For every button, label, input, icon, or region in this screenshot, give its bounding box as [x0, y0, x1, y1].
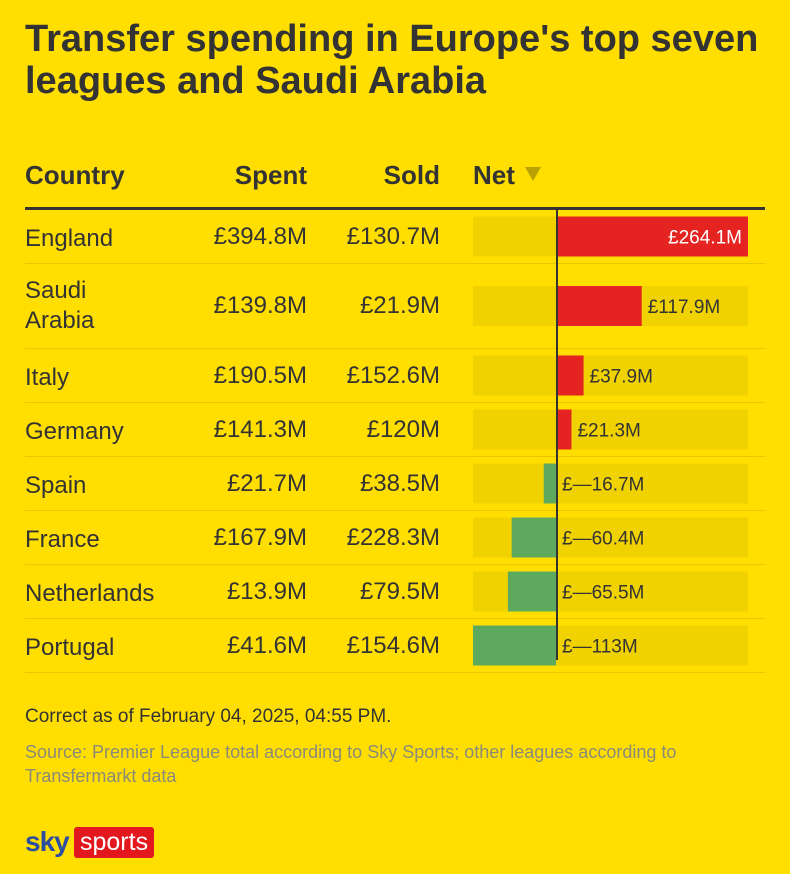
net-bar-chart: £—65.5M: [473, 571, 748, 612]
net-bar-chart: £37.9M: [473, 355, 748, 396]
cell-country: Spain: [25, 472, 87, 499]
source-note: Source: Premier League total according t…: [25, 742, 677, 786]
cell-spent: £141.3M: [213, 415, 307, 443]
column-header-net-label: Net: [473, 160, 515, 190]
net-value-label: £117.9M: [648, 297, 721, 318]
net-bar-track: [473, 463, 748, 504]
net-bar: [511, 517, 556, 558]
net-bar-chart: £264.1M: [473, 216, 748, 257]
net-value-label: £—60.4M: [562, 529, 644, 550]
table-row: France £167.9M £228.3M £—60.4M: [25, 511, 765, 565]
cell-country: Italy: [25, 364, 70, 391]
cell-spent: £41.6M: [226, 631, 307, 659]
column-header-spent[interactable]: Spent: [234, 160, 307, 190]
cell-country: Saudi Arabia: [25, 277, 95, 334]
cell-sold: £154.6M: [346, 631, 440, 659]
net-bar-chart: £—16.7M: [473, 463, 748, 504]
net-value-label: £—113M: [562, 637, 638, 658]
net-bar: [556, 355, 584, 396]
cell-country: Portugal: [25, 634, 115, 661]
net-bar-track: [473, 409, 748, 450]
table-row: Portugal £41.6M £154.6M £—113M: [25, 619, 765, 673]
cell-sold: £130.7M: [346, 222, 440, 250]
net-value-label: £37.9M: [590, 367, 653, 388]
cell-country: England: [25, 225, 114, 252]
triangle-down-icon[interactable]: [524, 167, 541, 181]
net-zero-axis: [556, 207, 558, 660]
transfer-table: Country Spent Sold Net England £394.8M £13…: [25, 150, 765, 673]
table-row: Saudi Arabia £139.8M £21.9M £117.9M: [25, 264, 765, 349]
table-row: England £394.8M £130.7M £264.1M: [25, 210, 765, 264]
net-bar: [507, 571, 556, 612]
cell-spent: £139.8M: [213, 292, 307, 319]
cell-spent: £21.7M: [226, 469, 307, 497]
net-bar-track: [473, 355, 748, 396]
net-bar: [556, 286, 642, 326]
logo-sky-text: sky: [25, 826, 70, 857]
net-value-label: £—65.5M: [562, 583, 644, 604]
net-bar: [556, 409, 572, 450]
table-row: Netherlands £13.9M £79.5M £—65.5M: [25, 565, 765, 619]
table-header: Country Spent Sold Net: [25, 150, 765, 210]
logo-sports-text: sports: [74, 827, 155, 858]
net-bar-chart: £—60.4M: [473, 517, 748, 558]
cell-sold: £120M: [366, 415, 440, 443]
cell-country: Netherlands: [25, 580, 155, 607]
column-header-net[interactable]: Net: [473, 160, 541, 191]
cell-sold: £38.5M: [359, 469, 440, 497]
net-bar-chart: £21.3M: [473, 409, 748, 450]
cell-sold: £79.5M: [359, 577, 440, 605]
net-value-label: £21.3M: [577, 421, 640, 442]
net-value-label: £—16.7M: [562, 475, 644, 496]
cell-country: Germany: [25, 418, 124, 445]
cell-country: France: [25, 526, 100, 553]
cell-sold: £152.6M: [346, 361, 440, 389]
column-header-country[interactable]: Country: [25, 160, 125, 190]
timestamp-note: Correct as of February 04, 2025, 04:55 P…: [25, 706, 392, 727]
table-row: Italy £190.5M £152.6M £37.9M: [25, 349, 765, 403]
cell-spent: £167.9M: [213, 523, 307, 551]
net-value-label: £264.1M: [668, 228, 742, 249]
net-bar-chart: £—113M: [473, 625, 748, 666]
chart-title: Transfer spending in Europe's top seven …: [25, 18, 759, 102]
net-bar-chart: £117.9M: [473, 286, 748, 326]
net-bar: [556, 216, 748, 257]
net-bar: [543, 463, 556, 504]
table-row: Germany £141.3M £120M £21.3M: [25, 403, 765, 457]
cell-sold: £21.9M: [359, 292, 440, 319]
cell-spent: £190.5M: [213, 361, 307, 389]
cell-spent: £394.8M: [213, 222, 307, 250]
cell-sold: £228.3M: [346, 523, 440, 551]
column-header-sold[interactable]: Sold: [383, 160, 440, 190]
table-body: England £394.8M £130.7M £264.1M Saudi Arabia…: [25, 210, 765, 673]
table-row: Spain £21.7M £38.5M £—16.7M: [25, 457, 765, 511]
cell-spent: £13.9M: [226, 577, 307, 605]
net-bar: [473, 625, 556, 666]
